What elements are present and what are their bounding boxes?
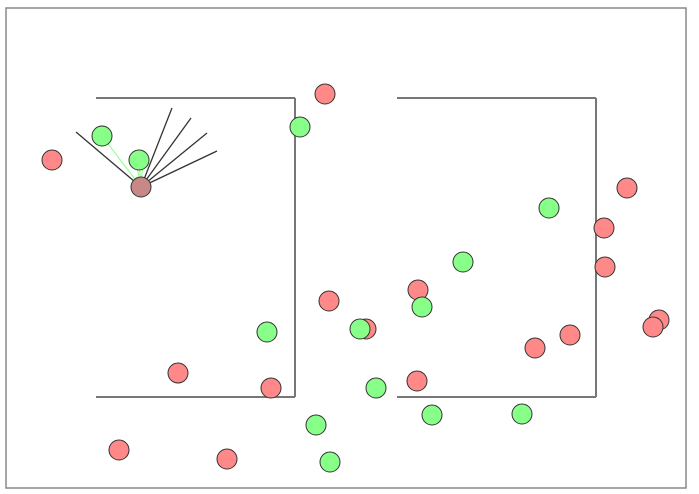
bad-item-circle bbox=[318, 290, 340, 312]
bad-item-circle bbox=[260, 377, 282, 399]
bad-item-circle bbox=[524, 337, 546, 359]
bad-item-circle bbox=[108, 439, 130, 461]
sensor-line bbox=[140, 150, 218, 188]
bad-item-circle bbox=[559, 324, 581, 346]
sensor-line bbox=[140, 132, 208, 188]
bad-item-circle bbox=[594, 256, 616, 278]
sensor-hit-line bbox=[101, 135, 142, 188]
bad-item-circle bbox=[314, 83, 336, 105]
good-item-circle bbox=[411, 296, 433, 318]
good-item-circle bbox=[319, 451, 341, 473]
bad-item-circle bbox=[167, 362, 189, 384]
bad-item-circle bbox=[642, 316, 664, 338]
sensor-line bbox=[75, 131, 142, 188]
good-item-circle bbox=[305, 414, 327, 436]
good-item-circle bbox=[511, 403, 533, 425]
bad-item-circle bbox=[216, 448, 238, 470]
good-item-circle bbox=[91, 125, 113, 147]
good-item-circle bbox=[538, 197, 560, 219]
good-item-circle bbox=[365, 377, 387, 399]
bad-item-circle bbox=[616, 177, 638, 199]
good-item-circle bbox=[452, 251, 474, 273]
world-border bbox=[5, 7, 687, 489]
sensor-line bbox=[140, 117, 192, 188]
good-item-circle bbox=[349, 318, 371, 340]
bad-item-circle bbox=[41, 149, 63, 171]
good-item-circle bbox=[421, 404, 443, 426]
bad-item-circle bbox=[593, 217, 615, 239]
sensor-line bbox=[140, 107, 173, 188]
bad-item-circle bbox=[406, 370, 428, 392]
good-item-circle bbox=[289, 116, 311, 138]
good-item-circle bbox=[128, 149, 150, 171]
good-item-circle bbox=[256, 321, 278, 343]
agent-circle bbox=[130, 176, 152, 198]
